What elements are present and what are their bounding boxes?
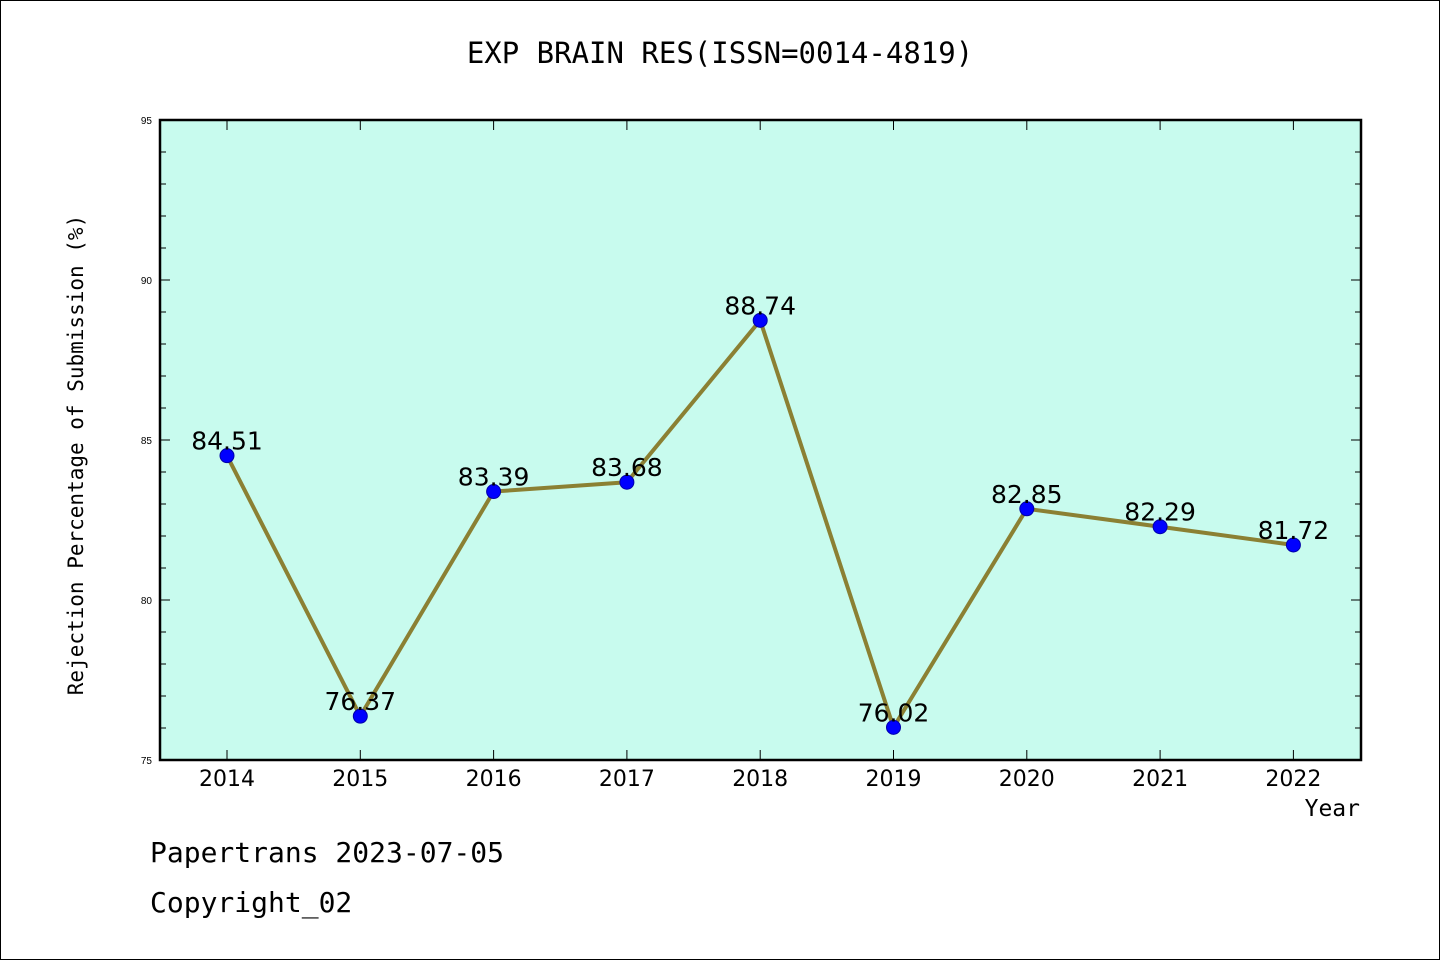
data-label: 76.37 bbox=[325, 687, 397, 716]
data-point bbox=[1285, 537, 1301, 553]
series-segment bbox=[358, 489, 496, 719]
data-point bbox=[486, 484, 502, 500]
data-label: 82.29 bbox=[1124, 498, 1196, 527]
data-label: 88.74 bbox=[724, 291, 796, 320]
y-tick-label: 90 bbox=[141, 276, 153, 287]
x-axis-ticks: 2014 2015 2016 2017 2018 2019 2020 2021 2022 bbox=[199, 120, 1321, 792]
footer-date: Papertrans 2023-07-05 bbox=[150, 836, 505, 869]
x-tick-label: 2019 bbox=[866, 767, 922, 792]
data-point bbox=[886, 719, 901, 735]
x-tick-label: 2018 bbox=[732, 767, 788, 792]
data-label: 81.72 bbox=[1258, 516, 1330, 545]
series-line-group bbox=[225, 318, 1296, 730]
data-point bbox=[619, 474, 635, 490]
x-tick-label: 2017 bbox=[599, 767, 655, 792]
y-tick-label: 75 bbox=[141, 756, 153, 767]
chart-title: EXP BRAIN RES(ISSN=0014-4819) bbox=[466, 36, 974, 70]
series-segment bbox=[891, 506, 1029, 730]
series-segment bbox=[624, 318, 763, 485]
x-tick-label: 2014 bbox=[199, 767, 255, 792]
x-tick-label: 2016 bbox=[466, 767, 522, 792]
x-axis-label: Year bbox=[1304, 796, 1360, 822]
data-label: 82.85 bbox=[991, 480, 1063, 509]
series-segment bbox=[225, 453, 363, 719]
plot-area bbox=[160, 120, 1361, 760]
data-label: 76.02 bbox=[858, 698, 930, 727]
series-segment bbox=[758, 318, 896, 730]
x-tick-label: 2021 bbox=[1132, 767, 1188, 792]
data-point bbox=[1152, 519, 1168, 535]
plot-border bbox=[158, 118, 1363, 762]
x-tick-label: 2015 bbox=[332, 767, 388, 792]
data-point bbox=[352, 708, 368, 724]
x-tick-label: 2022 bbox=[1265, 767, 1321, 792]
data-label: 83.39 bbox=[458, 463, 530, 492]
series-segment bbox=[1024, 506, 1163, 529]
y-tick-label: 80 bbox=[141, 596, 153, 607]
x-tick-label: 2020 bbox=[999, 767, 1055, 792]
y-tick-label: 85 bbox=[141, 436, 153, 447]
series-segment bbox=[491, 480, 629, 494]
y-tick-label: 95 bbox=[141, 116, 153, 127]
data-label: 84.51 bbox=[191, 427, 263, 456]
data-point bbox=[219, 448, 235, 464]
data-point bbox=[752, 312, 768, 328]
series-segment bbox=[1158, 524, 1296, 547]
footer-copyright: Copyright_02 bbox=[150, 886, 353, 919]
data-label: 83.68 bbox=[591, 453, 663, 482]
data-markers bbox=[219, 312, 1301, 735]
data-point bbox=[1019, 501, 1035, 517]
data-labels: 84.51 76.37 83.39 83.68 88.74 76.02 82.85 82.29… bbox=[191, 291, 1329, 727]
